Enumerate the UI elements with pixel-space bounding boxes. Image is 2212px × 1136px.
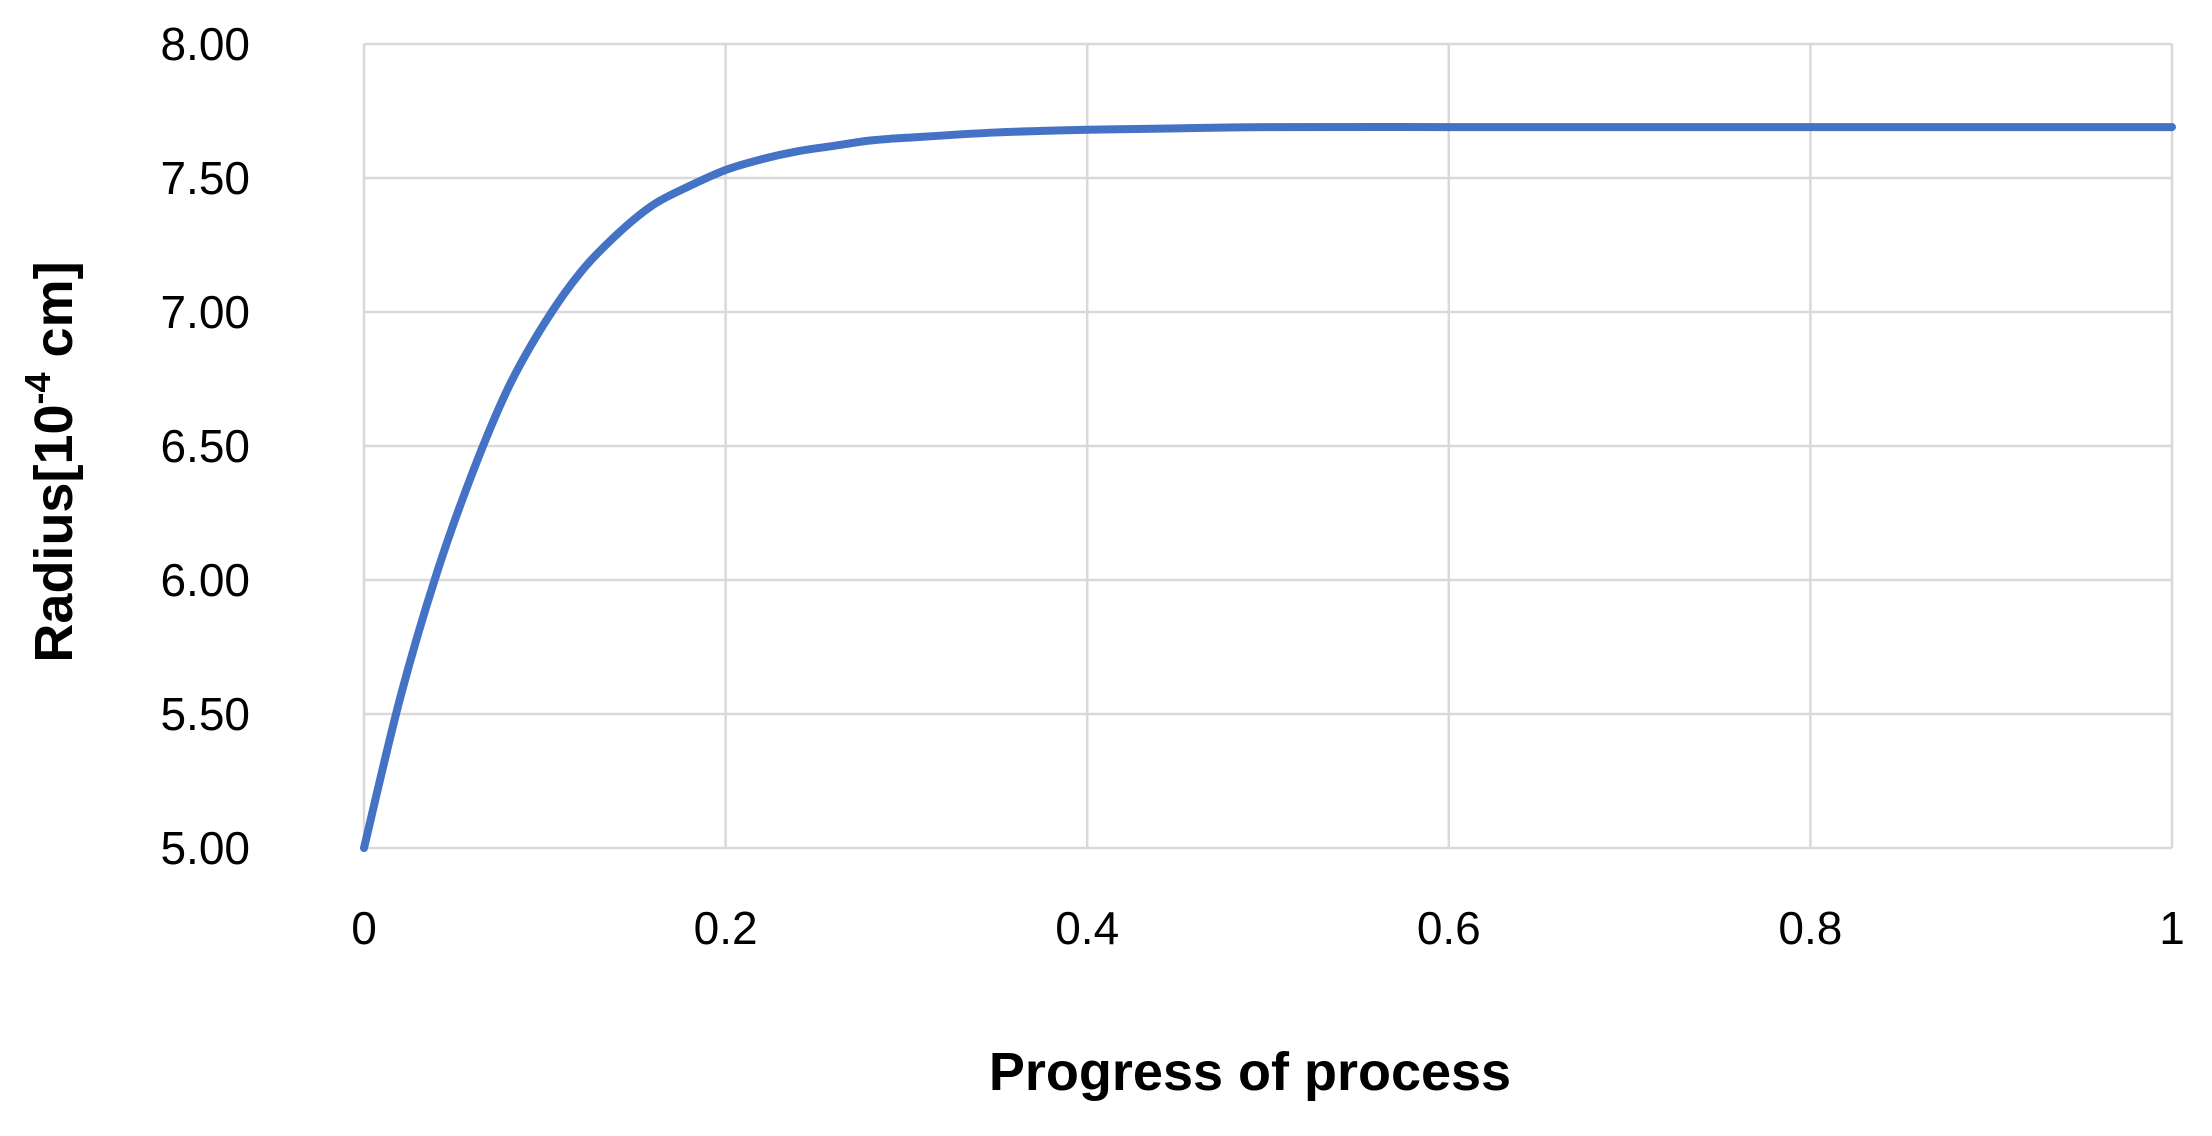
y-tick-label: 6.50 [160, 420, 250, 472]
y-tick-label: 7.50 [160, 152, 250, 204]
series-layer [360, 122, 2176, 852]
x-tick-label: 0.2 [694, 902, 758, 954]
x-axis-title: Progress of process [989, 1042, 1511, 1102]
x-tick-label: 0.8 [1778, 902, 1842, 954]
y-tick-label: 6.00 [160, 554, 250, 606]
x-tick-label: 0.6 [1417, 902, 1481, 954]
y-tick-label: 5.50 [160, 688, 250, 740]
y-tick-label: 5.00 [160, 822, 250, 874]
x-tick-label: 0.4 [1055, 902, 1119, 954]
series-line [360, 122, 2176, 852]
y-axis-title-unit: cm] [24, 261, 84, 372]
gridlines [362, 42, 2174, 850]
y-axis-title: Radius[10-4 cm] [17, 261, 84, 662]
y-tick-label: 8.00 [160, 18, 250, 70]
y-tick-label: 7.00 [160, 286, 250, 338]
y-axis-title-exponent: -4 [17, 372, 58, 404]
tick-labels: 5.00 5.50 6.00 6.50 7.00 7.50 8.00 0 0.2 0.4 0.6 0.… [160, 18, 2184, 954]
x-tick-label: 1 [2159, 902, 2185, 954]
x-tick-label: 0 [351, 902, 377, 954]
y-axis-title-main: Radius[10 [24, 404, 84, 662]
